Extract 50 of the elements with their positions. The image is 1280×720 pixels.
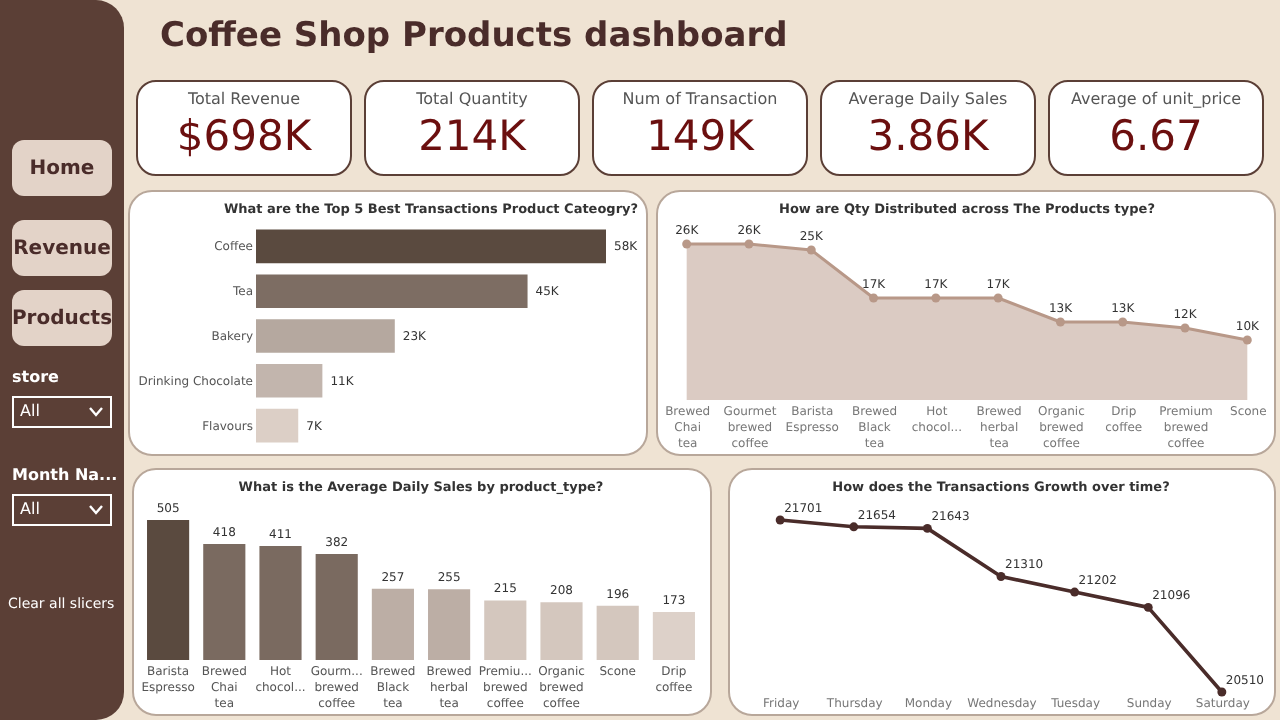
text: Revenue <box>12 220 112 276</box>
bar <box>484 600 527 660</box>
bar <box>596 605 639 660</box>
bar <box>147 520 190 660</box>
point <box>996 572 1006 581</box>
text: All <box>12 396 112 428</box>
text: 6.67 <box>1107 112 1205 160</box>
point <box>744 239 754 249</box>
text: Average of unit_price <box>1068 90 1244 108</box>
text: $698K <box>174 112 314 160</box>
bar <box>315 554 358 660</box>
point <box>849 522 859 532</box>
text: 3.86K <box>865 112 991 160</box>
bar <box>203 544 246 660</box>
point <box>922 523 932 533</box>
bar <box>256 408 299 443</box>
point <box>1118 317 1128 327</box>
bar <box>256 364 323 398</box>
point <box>1070 587 1080 597</box>
point <box>869 293 879 303</box>
bar <box>540 602 583 660</box>
point <box>775 515 785 525</box>
text: Home <box>12 140 112 196</box>
text: Average Daily Sales <box>846 90 1010 108</box>
text: Total Revenue <box>185 90 303 108</box>
point <box>993 293 1003 303</box>
point <box>1143 602 1153 612</box>
point <box>931 293 941 303</box>
text: 214K <box>416 112 529 160</box>
bar <box>428 589 471 660</box>
text: 149K <box>644 112 757 160</box>
bar <box>371 588 414 660</box>
text: Total Quantity <box>414 90 530 108</box>
point <box>1055 317 1065 327</box>
text: store <box>12 368 59 386</box>
point <box>1180 323 1190 333</box>
bar <box>256 274 528 308</box>
bar <box>652 612 695 660</box>
text: All <box>12 494 112 526</box>
bar <box>259 546 302 660</box>
point <box>806 245 816 255</box>
bar <box>256 229 606 264</box>
point <box>1242 335 1252 345</box>
bar <box>256 319 395 353</box>
point <box>1217 687 1227 697</box>
text: Coffee Shop Products dashboard <box>160 16 788 56</box>
text: Month Na... <box>12 466 118 484</box>
text: Num of Transaction <box>620 90 780 108</box>
point <box>682 239 692 249</box>
text: Products <box>11 290 113 346</box>
